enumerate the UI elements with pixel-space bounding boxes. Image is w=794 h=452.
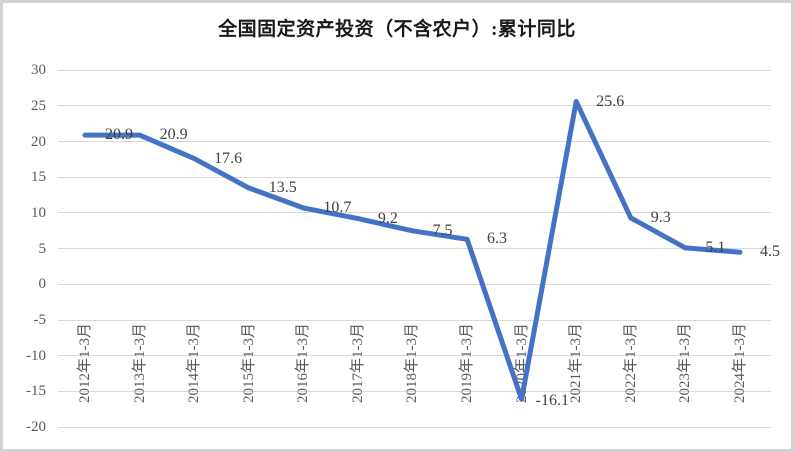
data-label: 5.1 — [705, 238, 726, 256]
data-label: 17.6 — [214, 149, 243, 167]
data-label: 20.9 — [159, 126, 188, 144]
x-axis-tick-label: 2012年1-3月 — [77, 323, 93, 403]
y-axis-tick-label: -20 — [26, 419, 46, 436]
x-axis-tick-label: 2020年1-3月 — [513, 323, 530, 403]
y-axis-tick-label: 20 — [31, 133, 46, 150]
data-label: 7.5 — [432, 221, 453, 239]
data-label: 6.3 — [487, 230, 508, 248]
x-axis-tick-label: 2017年1-3月 — [349, 323, 366, 403]
gridline — [58, 426, 771, 428]
y-axis-tick-label: 15 — [31, 169, 46, 186]
x-axis-tick-label: 2024年1-3月 — [731, 323, 748, 403]
x-axis-tick-label: 2018年1-3月 — [404, 323, 421, 403]
y-axis-tick-label: 10 — [31, 204, 46, 221]
y-axis-tick-label: -10 — [26, 347, 46, 364]
y-axis-tick-label: -15 — [26, 383, 46, 400]
data-label: 25.6 — [596, 92, 625, 110]
x-axis-tick-label: 2016年1-3月 — [295, 323, 312, 403]
y-axis-tick-label: 25 — [31, 97, 46, 114]
data-label: 13.5 — [268, 178, 297, 196]
data-label: 9.3 — [650, 208, 671, 226]
x-axis-tick-label: 2023年1-3月 — [677, 323, 694, 403]
data-label: 9.2 — [377, 209, 398, 227]
data-label: 4.5 — [759, 243, 780, 261]
chart-title: 全国固定资产投资（不含农户）:累计同比 — [218, 19, 576, 40]
y-axis-tick-label: 0 — [38, 276, 47, 293]
gridline — [58, 283, 771, 285]
x-axis-tick-label: 2019年1-3月 — [459, 323, 476, 403]
data-label: 10.7 — [323, 198, 352, 216]
gridline — [58, 248, 771, 250]
gridline — [58, 105, 771, 107]
y-axis-tick-label: 5 — [38, 240, 47, 257]
data-label: 20.9 — [105, 126, 133, 144]
x-axis-tick-label: 2013年1-3月 — [131, 323, 148, 403]
gridline — [58, 176, 771, 178]
x-axis-tick-label: 2021年1-3月 — [568, 323, 585, 403]
y-axis-tick-label: 30 — [31, 62, 46, 79]
x-axis-tick-label: 2022年1-3月 — [622, 323, 639, 403]
y-axis-tick-label: -5 — [33, 312, 47, 328]
data-label: -16.1 — [535, 392, 569, 410]
x-axis-tick-label: 2014年1-3月 — [186, 323, 203, 403]
gridline — [58, 69, 771, 71]
x-axis-tick-label: 2015年1-3月 — [240, 323, 257, 403]
